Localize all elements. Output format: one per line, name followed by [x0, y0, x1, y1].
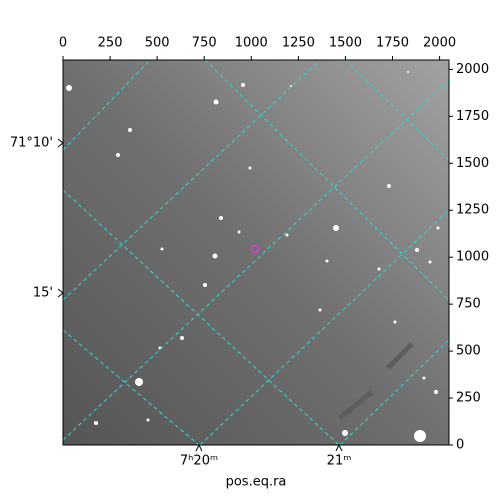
y-tick-label: 0 [456, 438, 464, 453]
wcs-grid [63, 60, 449, 445]
x-tick-label: 500 [145, 36, 170, 51]
y-tick-label: 1000 [456, 250, 489, 265]
stars [66, 71, 440, 442]
x-tick-label: 1250 [282, 36, 315, 51]
y-tick-label: 750 [456, 297, 481, 312]
ra-tick-label: 7ʰ20ᵐ [180, 454, 218, 469]
frame [62, 59, 450, 446]
y-tick-label: 1750 [456, 109, 489, 124]
y-tick-label: 500 [456, 344, 481, 359]
ra-tick [195, 443, 203, 452]
x-axis-label: pos.eq.ra [226, 475, 287, 490]
y-tick-label: 1250 [456, 203, 489, 218]
x-tick-label: 2000 [423, 36, 456, 51]
ra-tick [335, 443, 343, 452]
x-tick-label: 1500 [329, 36, 362, 51]
dec-tick-label: 15' [33, 286, 53, 301]
target-marker [250, 244, 260, 254]
y-tick-label: 250 [456, 391, 481, 406]
ra-tick-label: 21ᵐ [327, 454, 352, 469]
x-tick-label: 0 [59, 36, 67, 51]
x-tick-label: 1000 [235, 36, 268, 51]
y-tick-label: 2000 [456, 62, 489, 77]
x-tick-label: 750 [192, 36, 217, 51]
x-tick-label: 250 [98, 36, 123, 51]
dec-tick [57, 138, 64, 148]
dec-tick [57, 288, 64, 298]
dec-tick-label: 71°10' [10, 136, 53, 151]
x-tick-label: 1750 [376, 36, 409, 51]
y-tick-label: 1500 [456, 156, 489, 171]
